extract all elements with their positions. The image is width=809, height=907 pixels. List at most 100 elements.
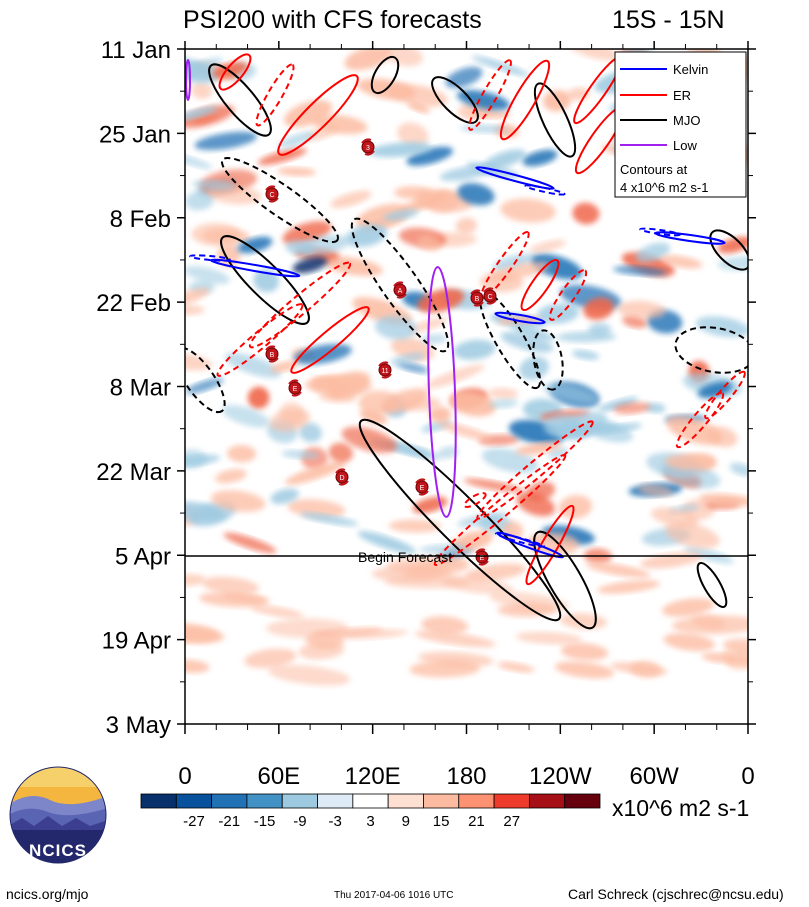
er-contour [499,59,551,141]
colorbar-label: -9 [293,813,306,830]
mjo-contour [478,290,542,390]
colorbar-label: -21 [218,813,240,830]
shading-cell [270,360,299,373]
kelvin-contour [209,258,301,278]
shading-cell [437,446,459,459]
shading-cell [270,488,299,504]
shading-cell [661,255,703,269]
legend-low-label: Low [673,138,697,153]
shading-cell [530,253,583,280]
colorbar-label: 21 [468,813,485,830]
shading-cell [516,492,556,517]
shading-cell [492,254,534,271]
shading-cell [664,454,717,471]
shading-cell [664,521,720,549]
shading-cell [526,532,579,556]
shading-cell [312,114,368,135]
storm-marker-label: E [420,485,425,492]
shading-cell [237,236,273,254]
shading-cell [421,616,469,635]
er-contour [290,306,370,374]
shading-cell [482,149,526,170]
shading-cell [269,408,311,432]
x-tick-label: 120W [529,763,592,790]
begin-forecast-label: Begin Forecast [358,549,452,565]
er-contour [433,454,567,566]
shading-cell [277,131,316,149]
er-contour [248,261,352,349]
storm-marker: E [415,478,429,496]
storm-marker-label: B [270,352,275,359]
shading-cell [357,531,416,554]
er-contour [216,303,304,377]
shading-cell [449,391,496,417]
shading-cell [613,402,651,415]
shading-cell [683,546,734,564]
shading-cell [299,422,322,443]
shading-cell [406,146,453,166]
chart-title: PSI200 with CFS forecasts [183,6,482,34]
colorbar-swatch [140,793,177,809]
shading-cell [222,593,270,604]
shading-cell [560,643,609,661]
x-tick-label: 120E [345,763,401,790]
colorbar-label: 3 [366,813,374,830]
storm-marker: D [335,468,349,486]
shading-cell [610,662,668,676]
shading-cell [298,641,345,660]
shading-cell [185,265,230,285]
shading-cell [185,449,207,469]
storm-marker: B [470,289,484,307]
ncics-logo: NCICS [9,766,107,864]
y-tick-label: 25 Jan [99,121,171,148]
kelvin-contour [475,166,555,190]
shading-cell [515,441,562,455]
shading-cell [500,331,554,353]
shading-cell [460,124,508,133]
storm-marker: 3 [361,138,375,156]
storm-marker-label: C [487,294,492,301]
shading-cell [368,142,432,158]
shading-cell [586,562,651,578]
storm-marker-label: C [269,192,274,199]
low-contour [427,266,457,518]
shading-cell [185,190,215,211]
shading-cell [185,353,212,371]
shading-cell [215,468,247,484]
units-label: x10^6 m2 s-1 [612,795,749,821]
shading-cell [224,352,282,378]
mjo-contour [221,157,339,243]
shading-cell [418,651,494,667]
shading-cell [501,521,524,542]
shading-cell [250,604,304,619]
shading-cell [464,563,526,582]
mjo-contour [533,82,577,158]
x-axis: 0 60E 120E 180 120W 60W 0 [178,41,755,790]
colorbar-swatch [493,793,530,809]
shading-cell [292,256,328,274]
footer-right: Carl Schreck (cjschrec@ncsu.edu) [568,886,784,902]
legend-mjo-label: MJO [673,113,700,128]
shading-cell [666,416,723,445]
shading-cell [510,324,556,341]
shading-cell [613,265,667,277]
colorbar-swatch [246,793,283,809]
shading-cell [227,445,257,463]
shading-cell [383,209,419,221]
shading-cell [202,576,259,595]
mjo-contour [185,346,226,414]
colorbar-swatch [528,793,566,809]
er-contour [548,269,588,321]
mjo-contour [533,530,597,630]
shading-cell [645,402,666,413]
shading-cell [699,493,748,507]
storm-marker-label: 3 [366,145,370,152]
shading-cell [417,235,442,251]
footer-left: ncics.org/mjo [6,886,89,902]
colorbar-swatch [352,793,389,809]
storm-marker: 11 [378,361,392,379]
colorbar-swatch [281,793,318,809]
shading-cell [281,450,320,459]
shading-cell [617,300,666,319]
